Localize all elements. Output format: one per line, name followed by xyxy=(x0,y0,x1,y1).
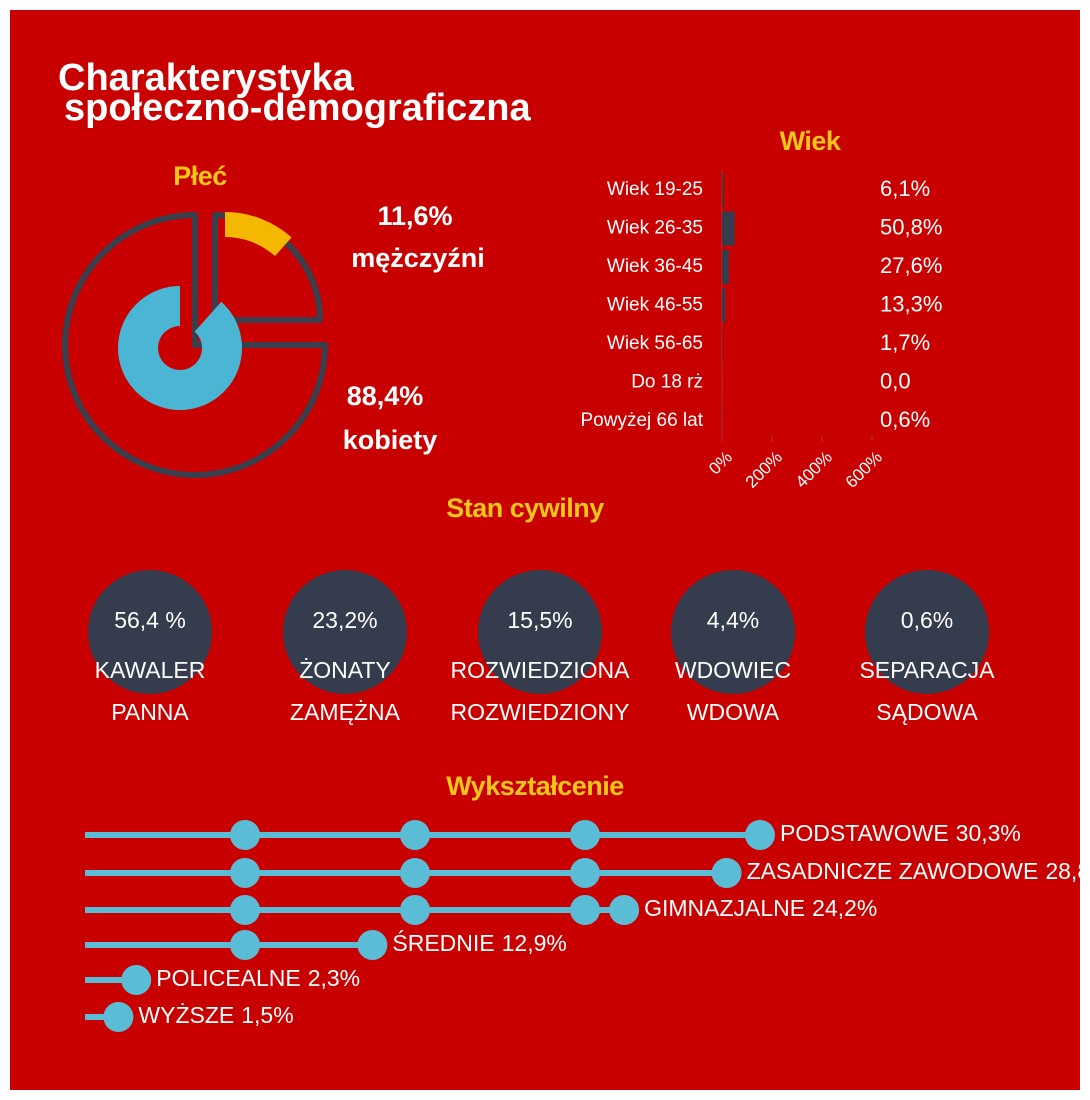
decor-dot xyxy=(230,820,260,850)
y-tick-label: Wiek 56-65 xyxy=(607,333,703,354)
legend-label: mężczyźni xyxy=(351,243,485,273)
category-name: ŚREDNIE xyxy=(392,929,494,956)
category-label: SĄDOWA xyxy=(876,699,978,725)
category-label: SEPARACJA xyxy=(859,657,995,683)
decor-dot xyxy=(230,895,260,925)
legend-label: kobiety xyxy=(343,425,438,455)
value-label: 0,6% xyxy=(901,607,953,633)
y-tick-label: Wiek 19-25 xyxy=(607,179,703,200)
lollipop-dot xyxy=(711,858,742,888)
category-label: KAWALER xyxy=(95,657,206,683)
value-label: 2,3% xyxy=(308,965,360,991)
lollipop-dot xyxy=(103,1002,134,1032)
lollipop-dot xyxy=(357,930,388,960)
y-tick-label: Powyżej 66 lat xyxy=(580,410,703,431)
category-label: GIMNAZJALNE 24,2% xyxy=(644,895,877,921)
decor-dot xyxy=(230,930,260,960)
decor-dot xyxy=(230,858,260,888)
value-label: 30,3% xyxy=(956,820,1021,846)
decor-dot xyxy=(400,858,430,888)
category-label: POLICEALNE 2,3% xyxy=(156,965,360,991)
category-name: ZASADNICZE ZAWODOWE xyxy=(747,858,1039,884)
value-label: 88,4% xyxy=(347,381,424,411)
category-name: GIMNAZJALNE xyxy=(644,895,805,921)
bar xyxy=(722,173,724,207)
lollipop-dot xyxy=(745,820,775,850)
bubble xyxy=(283,570,407,694)
bubble xyxy=(865,570,989,694)
category-label: ROZWIEDZIONA xyxy=(451,657,631,683)
value-label: 4,4% xyxy=(707,607,759,633)
category-label: ZAMĘŻNA xyxy=(290,699,401,725)
category-label: PODSTAWOWE 30,3% xyxy=(780,820,1021,846)
decor-dot xyxy=(570,895,600,925)
bubble xyxy=(478,570,602,694)
category-name: WYŻSZE xyxy=(138,1002,234,1028)
pie-slice xyxy=(118,286,242,410)
value-label: 15,5% xyxy=(507,607,572,633)
y-tick-label: Wiek 46-55 xyxy=(607,295,703,316)
category-label: WDOWA xyxy=(687,699,780,725)
category-name: POLICEALNE xyxy=(156,965,300,991)
bar xyxy=(722,288,726,323)
y-tick-label: Wiek 26-35 xyxy=(607,218,703,239)
decor-dot xyxy=(570,858,600,888)
category-label: ŚREDNIE 12,9% xyxy=(392,929,566,956)
value-label: 24,2% xyxy=(812,895,877,921)
pie-slice xyxy=(225,212,292,257)
category-label: WYŻSZE 1,5% xyxy=(138,1002,293,1028)
value-label: 12,9% xyxy=(502,930,567,956)
value-label: 50,8% xyxy=(880,214,942,239)
value-label: 1,5% xyxy=(241,1002,293,1028)
background xyxy=(10,10,1080,1090)
pie-outline xyxy=(62,212,328,478)
lollipop-dot xyxy=(121,965,152,995)
category-label: ROZWIEDZIONY xyxy=(451,699,630,725)
y-tick-label: Do 18 rż xyxy=(631,372,703,393)
value-label: 0,6% xyxy=(880,407,930,432)
category-name: PODSTAWOWE xyxy=(780,820,949,846)
bar xyxy=(722,250,729,284)
chart-title: Stan cywilny xyxy=(446,493,604,523)
bar xyxy=(722,211,735,246)
chart-title: Płeć xyxy=(173,161,227,191)
value-label: 56,4 % xyxy=(114,607,186,633)
category-label: PANNA xyxy=(111,699,189,725)
value-label: 28,8% xyxy=(1045,858,1090,884)
value-label: 27,6% xyxy=(880,253,942,278)
bubble xyxy=(671,570,795,694)
value-label: 1,7% xyxy=(880,330,930,355)
value-label: 13,3% xyxy=(880,291,942,316)
decor-dot xyxy=(570,820,600,850)
decor-dot xyxy=(400,895,430,925)
value-label: 11,6% xyxy=(377,201,452,231)
bubble xyxy=(88,570,212,694)
value-label: 0,0 xyxy=(880,368,911,393)
page-title: społeczno-demograficzna xyxy=(64,87,531,129)
page-title: Charakterystyka xyxy=(58,57,355,99)
category-label: ŻONATY xyxy=(299,657,391,683)
value-label: 6,1% xyxy=(880,176,930,201)
chart-title: Wykształcenie xyxy=(446,771,624,801)
lollipop-dot xyxy=(609,895,640,925)
y-tick-label: Wiek 36-45 xyxy=(607,256,703,277)
decor-dot xyxy=(400,820,430,850)
value-label: 23,2% xyxy=(312,607,377,633)
chart-title: Wiek xyxy=(780,126,842,156)
category-label: WDOWIEC xyxy=(675,657,791,683)
